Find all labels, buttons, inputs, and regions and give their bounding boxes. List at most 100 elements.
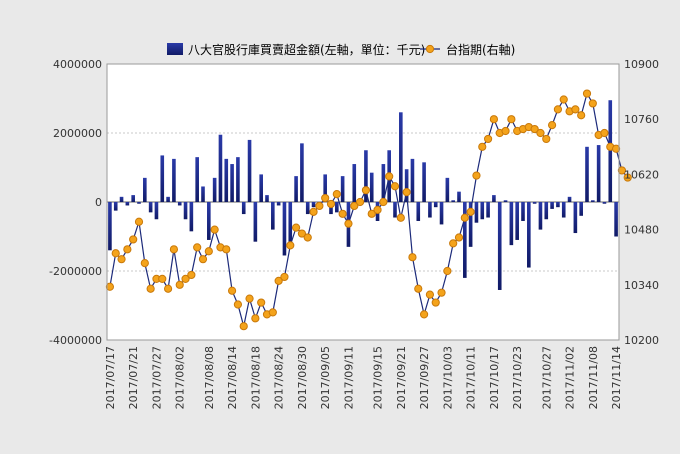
line-point	[355, 197, 365, 207]
x-tick-label: 2017/09/11	[342, 346, 355, 409]
bar	[305, 202, 310, 215]
line-point	[582, 89, 592, 98]
legend-line-marker	[425, 44, 435, 54]
line-point	[507, 115, 516, 124]
bar	[561, 202, 566, 218]
legend-bar-swatch	[167, 43, 183, 55]
bar	[515, 202, 519, 240]
line-point	[239, 322, 248, 331]
line-point	[536, 128, 545, 138]
line-point	[623, 173, 632, 182]
bar	[573, 202, 578, 234]
x-tick-label: 2017/10/23	[511, 346, 524, 409]
bar	[404, 169, 409, 202]
bar	[492, 195, 496, 202]
x-tick-label: 2017/08/14	[226, 346, 239, 409]
line-point	[547, 121, 557, 130]
bar	[445, 177, 450, 202]
bar	[340, 176, 345, 202]
bar	[271, 202, 275, 230]
x-tick-label: 2017/10/17	[488, 346, 501, 409]
bar	[172, 158, 176, 202]
line-point	[489, 115, 499, 124]
line-point	[361, 186, 371, 195]
bar	[352, 164, 357, 202]
bar	[532, 202, 537, 204]
line-point	[251, 314, 260, 323]
bar	[300, 143, 304, 202]
bar	[544, 202, 549, 220]
line-point	[169, 245, 179, 254]
line-point	[227, 286, 237, 295]
line-point	[163, 284, 173, 293]
bar	[399, 112, 403, 202]
bar	[253, 202, 258, 242]
bar	[474, 202, 479, 223]
line-point	[478, 142, 487, 151]
bar	[230, 164, 234, 202]
x-tick-label: 2017/10/11	[465, 346, 478, 409]
x-tick-label: 2017/11/08	[587, 346, 600, 409]
bar	[410, 158, 415, 202]
line-point	[367, 209, 376, 218]
bar	[527, 202, 531, 268]
bar	[585, 146, 589, 202]
bar	[294, 176, 298, 202]
legend-bar-label: 八大官股行庫買賣超金額(左軸，單位：千元)	[188, 42, 425, 57]
bar	[497, 202, 502, 290]
bar	[480, 202, 485, 220]
line-point	[611, 144, 621, 153]
x-tick-label: 2017/11/14	[610, 346, 623, 409]
bar	[212, 177, 217, 202]
line-series	[105, 89, 632, 331]
bar	[265, 195, 269, 202]
line-point	[344, 219, 353, 228]
line-point	[402, 188, 411, 197]
line-point	[286, 241, 295, 250]
bar	[503, 200, 508, 202]
line-point	[181, 274, 190, 283]
line-point	[233, 300, 243, 309]
bar	[311, 202, 316, 208]
left-tick-label: -2000000	[49, 265, 102, 278]
line-point	[274, 276, 283, 285]
bar	[241, 202, 246, 215]
bar	[428, 202, 432, 218]
line-point	[140, 259, 149, 268]
line-point	[123, 245, 132, 254]
left-tick-label: 2000000	[53, 127, 102, 140]
line-point	[198, 255, 208, 264]
line-point	[297, 229, 307, 238]
line-point	[419, 310, 429, 319]
line-point	[210, 225, 219, 234]
bar	[288, 202, 293, 247]
bar	[201, 186, 205, 202]
line-point	[303, 233, 312, 242]
line-point	[559, 95, 568, 104]
bar	[108, 202, 112, 251]
bar	[596, 145, 601, 202]
bar	[509, 202, 514, 246]
line-point	[158, 274, 167, 283]
line-point	[134, 217, 144, 226]
line-point	[338, 209, 347, 218]
x-tick-label: 2017/08/24	[273, 346, 286, 409]
line-point	[431, 298, 440, 307]
bar	[335, 202, 339, 213]
right-tick-label: 10480	[624, 224, 659, 237]
line-point	[390, 182, 400, 191]
line-point	[385, 172, 394, 181]
x-tick-label: 2017/07/27	[150, 346, 163, 409]
line-point	[600, 128, 609, 138]
line-point	[449, 239, 458, 248]
line-point	[437, 288, 446, 297]
line-point	[454, 233, 464, 242]
bar	[422, 162, 426, 202]
plot-border	[106, 63, 620, 341]
bar	[591, 200, 595, 202]
bar	[468, 202, 473, 247]
bar	[364, 150, 368, 202]
bar	[276, 202, 281, 206]
bar	[131, 195, 135, 202]
